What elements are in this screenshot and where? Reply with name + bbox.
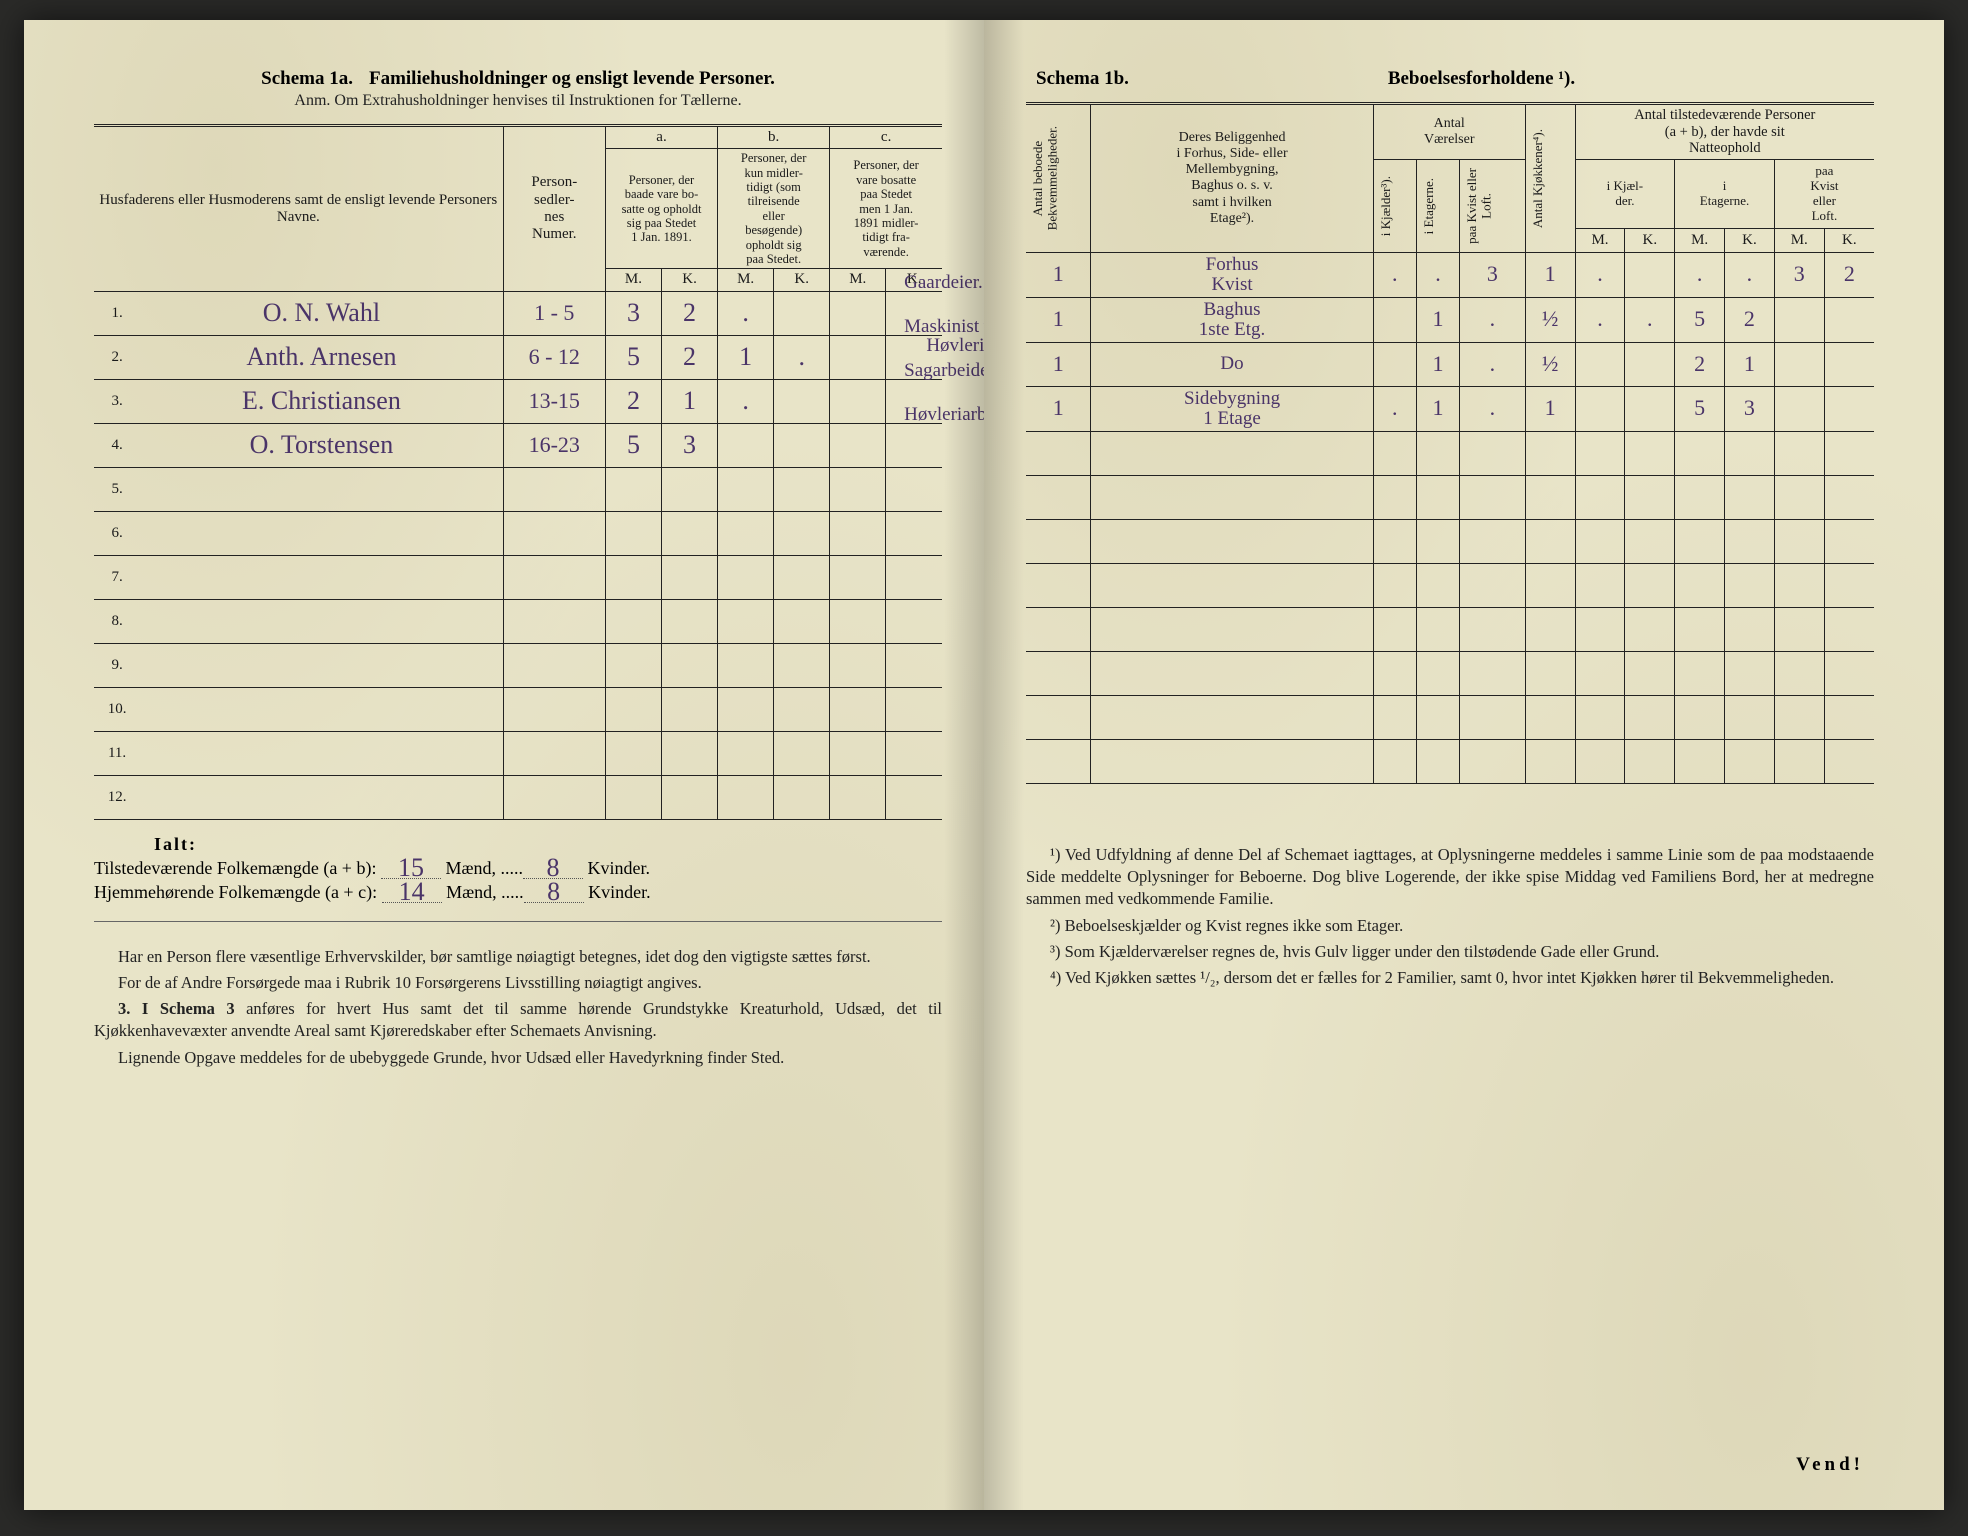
col-numer: Person-sedler-nesNumer.: [503, 126, 605, 292]
vaer-etag: i Etagerne.: [1420, 172, 1438, 240]
kv-m: M.: [1774, 229, 1824, 253]
col-beligg: Deres Beliggenhedi Forhus, Side- ellerMe…: [1091, 104, 1373, 253]
table-row: [1026, 695, 1874, 739]
col-bekv: Antal beboedeBekvemmeligheder.: [1029, 120, 1062, 236]
table-row: 1Baghus 1ste Etg.1.½..52: [1026, 297, 1874, 342]
right-title: Beboelsesforholdene ¹).: [1388, 68, 1575, 90]
table-row: 7.: [94, 555, 942, 599]
left-title-row: Schema 1a. Familiehusholdninger og ensli…: [94, 68, 942, 90]
tilst-label: Tilstedeværende Folkemængde (a + b):: [94, 858, 376, 878]
left-fn-0: Har en Person flere væsentlige Erhvervsk…: [94, 946, 942, 968]
table-row: 1Forhus Kvist..31...32: [1026, 252, 1874, 297]
table-row: 5.: [94, 467, 942, 511]
table-row: 9.: [94, 643, 942, 687]
pers-kjael: i Kjæl-der.: [1575, 160, 1675, 229]
b-m: M.: [718, 269, 774, 291]
table-row: [1026, 739, 1874, 783]
left-fn-1: For de af Andre Forsørgede maa i Rubrik …: [94, 972, 942, 994]
table-row: 10.: [94, 687, 942, 731]
pers-etag: iEtagerne.: [1675, 160, 1775, 229]
col-b-text: Personer, derkun midler-tidigt (somtilre…: [718, 149, 830, 269]
table-row: 1.O. N. Wahl1 - 532.Gaardeier.: [94, 291, 942, 335]
hjemm-m: 14: [399, 877, 425, 906]
kj-k: K.: [1625, 229, 1675, 253]
kj-m: M.: [1575, 229, 1625, 253]
left-fn-2: 3. I Schema 3 anføres for hvert Hus samt…: [94, 998, 942, 1043]
right-fn-2: ³) Som Kjælderværelser regnes de, hvis G…: [1026, 941, 1874, 963]
et-m: M.: [1675, 229, 1725, 253]
right-page: Schema 1b. Beboelsesforholdene ¹). Antal…: [984, 20, 1944, 1510]
c-m: M.: [830, 269, 886, 291]
vaer-kjael: i Kjælder³).: [1377, 170, 1395, 242]
right-title-row: Schema 1b. Beboelsesforholdene ¹).: [1026, 68, 1874, 100]
col-c-label: c.: [830, 126, 942, 149]
ialt-label: Ialt:: [154, 834, 197, 854]
vend-label: Vend!: [1796, 1454, 1864, 1476]
table-row: 1Sidebygning 1 Etage.1.153: [1026, 386, 1874, 431]
table-row: [1026, 607, 1874, 651]
table-row: 6.: [94, 511, 942, 555]
kvinder2: Kvinder.: [588, 882, 651, 902]
totals-block: Ialt: Tilstedeværende Folkemængde (a + b…: [94, 834, 942, 903]
table-row: [1026, 563, 1874, 607]
schema-1a-label: Schema 1a.: [261, 68, 353, 89]
occupation-note: Høvleriarb.: [904, 405, 991, 424]
kvinder1: Kvinder.: [587, 858, 650, 878]
col-b-label: b.: [718, 126, 830, 149]
col-a-text: Personer, derbaade vare bo-satte og opho…: [605, 149, 717, 269]
table-row: 11.: [94, 731, 942, 775]
table-row: 12.: [94, 775, 942, 819]
hjemm-label: Hjemmehørende Folkemængde (a + c):: [94, 882, 377, 902]
right-footnotes: ¹) Ved Udfyldning af denne Del af Schema…: [1026, 844, 1874, 990]
col-c-text: Personer, dervare bosattepaa Stedetmen 1…: [830, 149, 942, 269]
left-title: Familiehusholdninger og ensligt levende …: [369, 68, 775, 89]
maend1: Mænd,: [445, 858, 496, 878]
table-row: [1026, 475, 1874, 519]
schema-1a-body: 1.O. N. Wahl1 - 532.Gaardeier.2.Anth. Ar…: [94, 291, 942, 819]
occupation-note: Gaardeier.: [904, 273, 983, 292]
schema-1b-label: Schema 1b.: [1036, 68, 1129, 90]
col-pers: Antal tilstedeværende Personer(a + b), d…: [1575, 104, 1874, 160]
table-row: 1Do1.½21: [1026, 342, 1874, 386]
col-vaer: AntalVærelser: [1373, 104, 1525, 160]
right-fn-1: ²) Beboelseskjælder og Kvist regnes ikke…: [1026, 915, 1874, 937]
page-spread: Schema 1a. Familiehusholdninger og ensli…: [24, 20, 1944, 1510]
table-row: 8.: [94, 599, 942, 643]
schema-1b-table: Antal beboedeBekvemmeligheder. Deres Bel…: [1026, 102, 1874, 784]
left-anm: Anm. Om Extrahusholdninger henvises til …: [94, 92, 942, 110]
maend2: Mænd,: [446, 882, 497, 902]
table-row: [1026, 519, 1874, 563]
vaer-kvist: paa Kvist ellerLoft.: [1463, 162, 1496, 250]
col-kjok: Antal Kjøkkener⁴).: [1529, 123, 1547, 234]
col-a-label: a.: [605, 126, 717, 149]
table-row: 4.O. Torstensen16-2353Høvleriarb.: [94, 423, 942, 467]
hjemm-k: 8: [547, 877, 560, 906]
et-k: K.: [1725, 229, 1775, 253]
schema-1a-table: Husfaderens eller Husmoderens samt de en…: [94, 124, 942, 820]
a-m: M.: [605, 269, 661, 291]
pers-kvist: paaKvistellerLoft.: [1774, 160, 1874, 229]
left-page: Schema 1a. Familiehusholdninger og ensli…: [24, 20, 984, 1510]
table-row: [1026, 431, 1874, 475]
left-footnotes: Har en Person flere væsentlige Erhvervsk…: [94, 946, 942, 1069]
table-row: 3.E. Christiansen13-1521.Sagarbeider.: [94, 379, 942, 423]
table-row: [1026, 651, 1874, 695]
right-fn-0: ¹) Ved Udfyldning af denne Del af Schema…: [1026, 844, 1874, 911]
right-fn-3: ⁴) Ved Kjøkken sættes ¹/₂, dersom det er…: [1026, 967, 1874, 989]
kv-k: K.: [1824, 229, 1874, 253]
col-names: Husfaderens eller Husmoderens samt de en…: [94, 126, 503, 292]
a-k: K.: [662, 269, 718, 291]
schema-1b-body: 1Forhus Kvist..31...321Baghus 1ste Etg.1…: [1026, 252, 1874, 783]
left-fn-3: Lignende Opgave meddeles for de ubebygge…: [94, 1047, 942, 1069]
b-k: K.: [774, 269, 830, 291]
table-row: 2.Anth. Arnesen6 - 12521.Maskinist ved H…: [94, 335, 942, 379]
